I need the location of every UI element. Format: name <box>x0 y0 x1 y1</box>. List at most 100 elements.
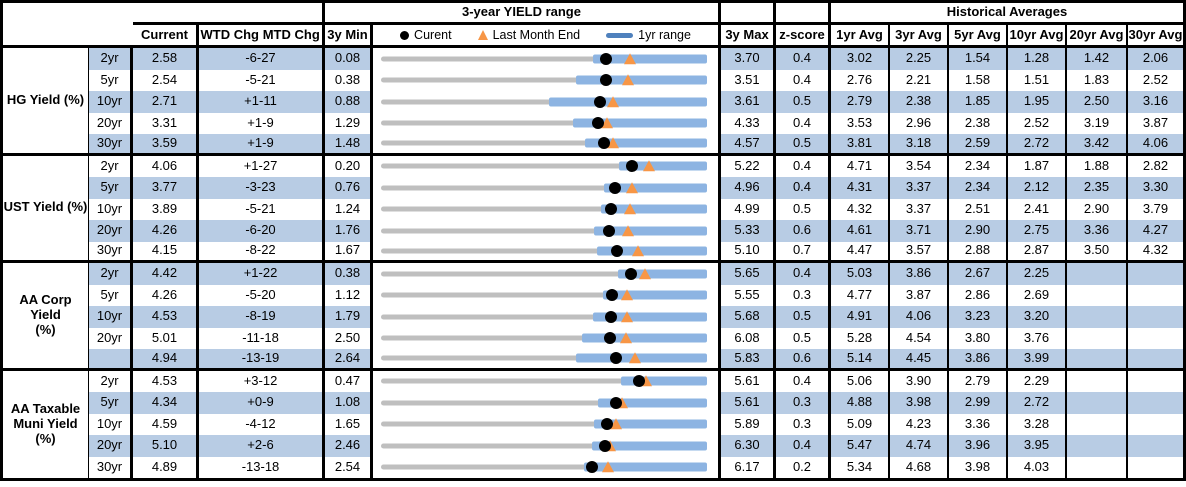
range-bar-1yr <box>572 118 707 128</box>
cell-avg-1yr: 5.14 <box>831 349 890 371</box>
cell-avg-1yr: 4.91 <box>831 306 890 328</box>
range-bar-1yr <box>583 462 707 472</box>
cell-wtd-mtd-chg: -5 -20 <box>199 284 325 306</box>
cell-3y-max: 5.61 <box>721 370 776 392</box>
cell-avg-10yr: 3.20 <box>1008 306 1067 328</box>
cell-avg-5yr: 3.36 <box>949 413 1008 435</box>
cell-3y-max: 4.57 <box>721 134 776 156</box>
cell-avg-3yr: 3.90 <box>890 370 949 392</box>
current-dot <box>632 375 645 388</box>
column-header-3y-max: 3y Max <box>721 25 776 48</box>
cell-avg-5yr: 2.86 <box>949 284 1008 306</box>
cell-avg-10yr: 4.03 <box>1008 456 1067 478</box>
cell-maturity: 30yr <box>89 241 133 263</box>
cell-mtd-chg: -9 <box>262 114 274 130</box>
range-plot <box>381 328 707 350</box>
last-month-end-marker <box>619 332 632 344</box>
cell-avg-3yr: 3.87 <box>890 284 949 306</box>
cell-wtd-chg: -5 <box>245 71 257 87</box>
range-plot <box>381 435 707 457</box>
current-dot-icon <box>400 30 410 40</box>
cell-avg-30yr: 3.16 <box>1128 91 1183 113</box>
cell-3y-max: 6.17 <box>721 456 776 478</box>
cell-avg-30yr: 4.06 <box>1128 134 1183 156</box>
range-plot <box>381 48 707 70</box>
range-bar-1yr <box>575 75 707 85</box>
cell-wtd-mtd-chg: +2 -6 <box>199 435 325 457</box>
cell-avg-30yr <box>1128 392 1183 414</box>
range-track-3y <box>381 185 707 191</box>
cell-z-score: 0.2 <box>776 456 831 478</box>
section-label: AA Taxable Muni Yield (%) <box>3 370 89 478</box>
cell-avg-30yr <box>1128 263 1183 285</box>
range-plot <box>381 242 707 261</box>
cell-avg-3yr: 3.98 <box>890 392 949 414</box>
cell-avg-3yr: 4.23 <box>890 413 949 435</box>
section-label: UST Yield (%) <box>3 155 89 263</box>
cell-3y-max: 5.61 <box>721 392 776 414</box>
header-spacer <box>721 3 776 25</box>
range-chart-cell <box>373 306 721 328</box>
range-track-3y <box>381 271 707 277</box>
cell-3y-min: 2.64 <box>325 349 373 371</box>
cell-z-score: 0.4 <box>776 263 831 285</box>
range-plot <box>381 306 707 328</box>
cell-z-score: 0.6 <box>776 220 831 242</box>
cell-maturity: 5yr <box>89 392 133 414</box>
cell-maturity <box>89 349 133 371</box>
cell-maturity: 30yr <box>89 134 133 156</box>
cell-current: 4.94 <box>133 349 199 371</box>
cell-wtd-mtd-chg: -3 -23 <box>199 177 325 199</box>
cell-avg-30yr <box>1128 349 1183 371</box>
cell-current: 5.01 <box>133 327 199 349</box>
range-plot <box>381 392 707 414</box>
cell-z-score: 0.5 <box>776 306 831 328</box>
current-dot <box>591 117 604 130</box>
cell-mtd-chg: -12 <box>258 372 278 388</box>
cell-3y-max: 6.08 <box>721 327 776 349</box>
cell-3y-max: 4.99 <box>721 198 776 220</box>
historical-averages-title: Historical Averages <box>831 3 1183 25</box>
cell-current: 3.89 <box>133 198 199 220</box>
cell-avg-20yr: 2.90 <box>1067 198 1128 220</box>
column-header-1yr-avg: 1yr Avg <box>831 25 890 48</box>
cell-current: 2.54 <box>133 69 199 91</box>
cell-mtd-chg: -9 <box>262 394 274 410</box>
column-header-wtd-mtd: WTD Chg MTD Chg <box>199 25 325 48</box>
range-chart-cell <box>373 263 721 285</box>
cell-mtd-chg: -12 <box>256 415 276 431</box>
last-month-end-marker <box>643 160 656 172</box>
cell-maturity: 20yr <box>89 435 133 457</box>
cell-avg-3yr: 4.68 <box>890 456 949 478</box>
column-header-10yr-avg: 10yr Avg <box>1008 25 1067 48</box>
cell-avg-20yr <box>1067 306 1128 328</box>
cell-avg-3yr: 2.25 <box>890 48 949 70</box>
cell-avg-5yr: 1.54 <box>949 48 1008 70</box>
cell-avg-30yr: 4.27 <box>1128 220 1183 242</box>
cell-avg-20yr <box>1067 392 1128 414</box>
current-dot <box>593 95 606 108</box>
current-dot <box>610 244 623 257</box>
legend-item-last-month-end: Last Month End <box>477 28 580 42</box>
cell-avg-30yr <box>1128 306 1183 328</box>
cell-3y-min: 0.88 <box>325 91 373 113</box>
cell-avg-10yr: 2.72 <box>1008 392 1067 414</box>
cell-avg-3yr: 4.54 <box>890 327 949 349</box>
cell-wtd-mtd-chg: +3 -12 <box>199 370 325 392</box>
range-track-3y <box>381 355 707 361</box>
cell-avg-30yr: 3.79 <box>1142 200 1169 216</box>
cell-maturity: 2yr <box>89 155 133 177</box>
cell-maturity: 10yr <box>89 413 133 435</box>
cell-avg-5yr: 2.88 <box>949 241 1008 263</box>
cell-wtd-mtd-chg: +1 -9 <box>199 112 325 134</box>
cell-3y-min: 1.48 <box>325 134 373 156</box>
cell-avg-3yr: 4.06 <box>890 306 949 328</box>
cell-avg-3yr: 3.71 <box>890 220 949 242</box>
current-dot <box>609 396 622 409</box>
cell-avg-20yr: 3.19 <box>1067 112 1128 134</box>
cell-avg-3yr: 3.54 <box>890 155 949 177</box>
cell-z-score: 0.3 <box>776 284 831 306</box>
cell-current: 4.59 <box>133 413 199 435</box>
cell-maturity: 20yr <box>89 327 133 349</box>
cell-3y-min: 1.12 <box>325 284 373 306</box>
